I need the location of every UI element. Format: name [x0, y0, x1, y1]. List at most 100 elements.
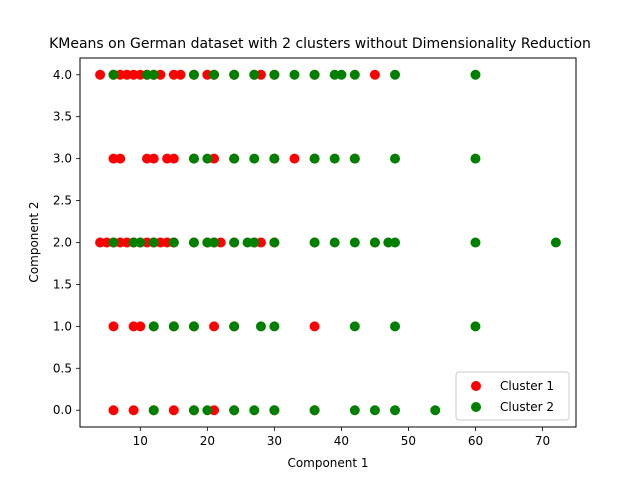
cluster-2-point [349, 153, 360, 164]
x-tick-label: 10 [133, 434, 148, 448]
cluster-1-point [115, 153, 126, 164]
cluster-2-point [336, 69, 347, 80]
cluster-2-point [249, 237, 260, 248]
cluster-2-point [349, 69, 360, 80]
cluster-2-point [349, 321, 360, 332]
y-axis-label: Component 2 [27, 201, 41, 282]
cluster-2-point [309, 237, 320, 248]
x-tick-label: 60 [468, 434, 483, 448]
y-tick-label: 4.0 [53, 68, 72, 82]
cluster-2-point [269, 153, 280, 164]
cluster-2-point [329, 237, 340, 248]
cluster-2-point [349, 237, 360, 248]
cluster-2-point [269, 69, 280, 80]
cluster-2-point [390, 321, 401, 332]
cluster-2-point [369, 237, 380, 248]
cluster-2-point [148, 405, 159, 416]
cluster-1-point [135, 321, 146, 332]
legend-label-cluster-1: Cluster 1 [500, 379, 554, 393]
chart-title: KMeans on German dataset with 2 clusters… [49, 36, 591, 52]
cluster-2-point [148, 321, 159, 332]
y-tick-label: 3.5 [53, 110, 72, 124]
cluster-1-point [128, 405, 139, 416]
cluster-1-point [168, 405, 179, 416]
cluster-2-point [168, 237, 179, 248]
cluster-2-point [390, 405, 401, 416]
cluster-2-point [188, 321, 199, 332]
cluster-2-point [188, 153, 199, 164]
cluster-1-point [148, 153, 159, 164]
cluster-1-point [209, 321, 220, 332]
y-tick-label: 2.5 [53, 194, 72, 208]
cluster-2-point [188, 69, 199, 80]
cluster-2-point [209, 69, 220, 80]
cluster-2-point [188, 405, 199, 416]
cluster-2-point [269, 237, 280, 248]
cluster-2-point [108, 69, 119, 80]
cluster-2-point [249, 153, 260, 164]
cluster-1-point [289, 153, 300, 164]
cluster-2-point [470, 237, 481, 248]
y-tick-label: 1.5 [53, 277, 72, 291]
y-tick-label: 0.0 [53, 403, 72, 417]
x-tick-label: 50 [401, 434, 416, 448]
cluster-2-point [309, 153, 320, 164]
cluster-2-point [390, 153, 401, 164]
cluster-2-point [309, 405, 320, 416]
cluster-2-point [148, 237, 159, 248]
cluster-2-point [209, 237, 220, 248]
cluster-2-point [369, 405, 380, 416]
y-axis: 0.0 0.5 1.0 1.5 2.0 2.5 3.0 3.5 4.0 [53, 68, 80, 417]
cluster-2-point [470, 69, 481, 80]
cluster-2-point [249, 405, 260, 416]
cluster-2-point [229, 237, 240, 248]
legend-label-cluster-2: Cluster 2 [500, 400, 554, 414]
y-tick-label: 2.0 [53, 236, 72, 250]
cluster-1-point [309, 321, 320, 332]
points-layer [95, 69, 561, 416]
legend: Cluster 1 Cluster 2 [455, 371, 570, 421]
x-tick-label: 70 [535, 434, 550, 448]
cluster-1-point [369, 69, 380, 80]
x-axis-label: Component 1 [287, 456, 368, 470]
cluster-2-point [550, 237, 561, 248]
cluster-2-point [390, 69, 401, 80]
cluster-1-point [168, 153, 179, 164]
cluster-2-point [309, 69, 320, 80]
y-tick-label: 3.0 [53, 152, 72, 166]
cluster-2-point [249, 69, 260, 80]
cluster-2-point [188, 237, 199, 248]
y-tick-label: 0.5 [53, 361, 72, 375]
x-axis: 10 20 30 40 50 60 70 [133, 427, 550, 448]
cluster-2-point [390, 237, 401, 248]
cluster-2-point [430, 405, 441, 416]
cluster-2-point [289, 69, 300, 80]
cluster-1-point [95, 69, 106, 80]
cluster-2-point [229, 153, 240, 164]
cluster-2-point [202, 153, 213, 164]
cluster-2-point [349, 405, 360, 416]
legend-marker-cluster-1 [471, 381, 481, 391]
cluster-2-point [108, 237, 119, 248]
x-tick-label: 40 [334, 434, 349, 448]
y-tick-label: 1.0 [53, 319, 72, 333]
cluster-2-point [269, 321, 280, 332]
cluster-2-point [168, 321, 179, 332]
cluster-2-point [229, 321, 240, 332]
cluster-2-point [202, 405, 213, 416]
cluster-2-point [269, 405, 280, 416]
x-tick-label: 20 [200, 434, 215, 448]
cluster-2-point [470, 321, 481, 332]
cluster-2-point [329, 153, 340, 164]
cluster-2-point [229, 69, 240, 80]
legend-frame [455, 371, 570, 421]
cluster-1-point [108, 321, 119, 332]
cluster-2-point [135, 237, 146, 248]
x-tick-label: 30 [267, 434, 282, 448]
cluster-2-point [229, 405, 240, 416]
cluster-2-point [470, 153, 481, 164]
cluster-2-point [255, 321, 266, 332]
legend-marker-cluster-2 [471, 402, 481, 412]
cluster-1-point [108, 405, 119, 416]
